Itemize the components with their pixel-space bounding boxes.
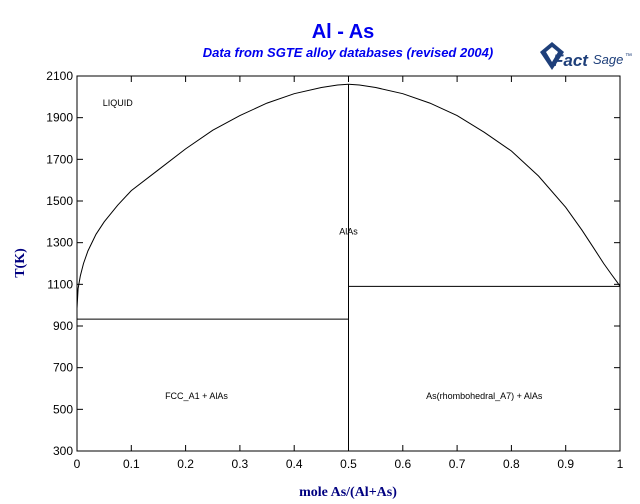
x-tick-label: 0 — [74, 457, 81, 471]
x-tick-label: 0.1 — [123, 457, 140, 471]
phase-region-label: AlAs — [339, 226, 358, 236]
x-tick-label: 0.4 — [286, 457, 303, 471]
phase-boundaries — [76, 83, 621, 451]
x-tick-label: 0.2 — [177, 457, 194, 471]
factsage-logo: Fact Sage ™ — [540, 42, 632, 70]
x-tick-label: 0.6 — [394, 457, 411, 471]
phase-boundary-line — [76, 83, 349, 309]
phase-region-label: LIQUID — [103, 98, 134, 108]
logo-sage-text: Sage — [593, 52, 623, 67]
y-tick-label: 1700 — [46, 152, 73, 166]
phase-boundary-line — [348, 83, 621, 287]
chart-title: Al - As — [312, 21, 375, 43]
x-tick-label: 0.5 — [340, 457, 357, 471]
x-tick-label: 0.8 — [503, 457, 520, 471]
x-tick-label: 1 — [617, 457, 624, 471]
y-tick-label: 1900 — [46, 111, 73, 125]
y-axis: 300 500 700 900 1100 1300 1500 1700 1900 2100 — [46, 69, 620, 458]
y-axis-label: T(K) — [13, 248, 28, 278]
y-tick-label: 700 — [53, 361, 73, 375]
x-tick-label: 0.7 — [449, 457, 466, 471]
y-tick-label: 500 — [53, 402, 73, 416]
logo-trademark-text: ™ — [625, 53, 632, 60]
phase-region-labels: LIQUID AlAs FCC_A1 + AlAs As(rhombohedral_A… — [103, 98, 543, 401]
x-axis: 0 0.1 0.2 0.3 0.4 0.5 0.6 0.7 0.8 0.9 1 — [74, 76, 624, 471]
y-tick-label: 900 — [53, 319, 73, 333]
x-tick-label: 0.9 — [557, 457, 574, 471]
chart-subtitle: Data from SGTE alloy databases (revised … — [203, 45, 493, 60]
logo-fact-text: Fact — [553, 51, 589, 70]
x-axis-label: mole As/(Al+As) — [299, 485, 397, 500]
y-tick-label: 1500 — [46, 194, 73, 208]
y-tick-label: 1300 — [46, 236, 73, 250]
y-tick-label: 2100 — [46, 69, 73, 83]
phase-region-label: FCC_A1 + AlAs — [165, 391, 228, 401]
y-tick-label: 300 — [53, 444, 73, 458]
y-tick-label: 1100 — [47, 277, 73, 291]
phase-region-label: As(rhombohedral_A7) + AlAs — [426, 391, 543, 401]
x-tick-label: 0.3 — [232, 457, 249, 471]
